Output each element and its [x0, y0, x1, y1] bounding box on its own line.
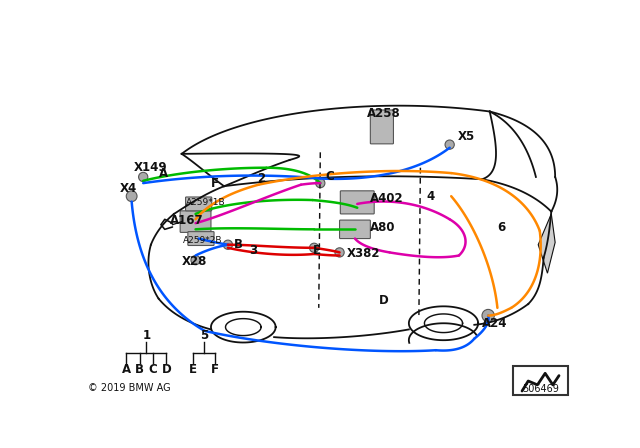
- Text: A: A: [122, 363, 131, 376]
- Circle shape: [445, 140, 454, 149]
- FancyBboxPatch shape: [340, 191, 374, 214]
- Text: X5: X5: [458, 130, 475, 143]
- Text: X149: X149: [134, 161, 168, 174]
- Text: X382: X382: [348, 247, 381, 260]
- Text: X28: X28: [182, 255, 207, 268]
- Text: A402: A402: [371, 192, 404, 205]
- Text: A259*1B: A259*1B: [186, 198, 225, 207]
- Text: © 2019 BMW AG: © 2019 BMW AG: [88, 383, 170, 392]
- Text: D: D: [379, 293, 388, 307]
- Circle shape: [482, 310, 494, 322]
- Text: F: F: [211, 363, 219, 376]
- Circle shape: [191, 255, 200, 265]
- Text: 506469: 506469: [522, 384, 559, 394]
- Text: X4: X4: [120, 182, 138, 195]
- Text: 6: 6: [497, 220, 506, 233]
- Text: A258: A258: [367, 108, 400, 121]
- Text: A: A: [159, 167, 168, 180]
- Text: A259*2B: A259*2B: [183, 236, 223, 245]
- FancyBboxPatch shape: [340, 220, 371, 238]
- Text: F: F: [211, 177, 219, 190]
- Text: 4: 4: [427, 190, 435, 202]
- Text: D: D: [161, 363, 171, 376]
- Text: 1: 1: [142, 329, 150, 342]
- Text: C: C: [148, 363, 157, 376]
- FancyBboxPatch shape: [371, 110, 394, 144]
- Text: E: E: [312, 244, 321, 257]
- Text: A167: A167: [170, 214, 204, 227]
- FancyBboxPatch shape: [180, 211, 211, 233]
- Text: A24: A24: [482, 317, 508, 330]
- Text: B: B: [135, 363, 144, 376]
- Text: E: E: [189, 363, 197, 376]
- Circle shape: [139, 172, 148, 181]
- Circle shape: [223, 240, 232, 250]
- Circle shape: [335, 248, 344, 257]
- Circle shape: [310, 243, 319, 252]
- Bar: [513, 366, 568, 395]
- Text: C: C: [325, 170, 333, 184]
- Circle shape: [316, 178, 325, 188]
- Polygon shape: [538, 214, 555, 273]
- Circle shape: [126, 191, 137, 202]
- FancyBboxPatch shape: [186, 197, 212, 211]
- Text: 2: 2: [257, 172, 266, 185]
- FancyBboxPatch shape: [188, 232, 214, 246]
- Text: 5: 5: [200, 329, 208, 342]
- Text: A80: A80: [371, 220, 396, 233]
- Text: 3: 3: [250, 244, 257, 257]
- Text: B: B: [234, 238, 243, 251]
